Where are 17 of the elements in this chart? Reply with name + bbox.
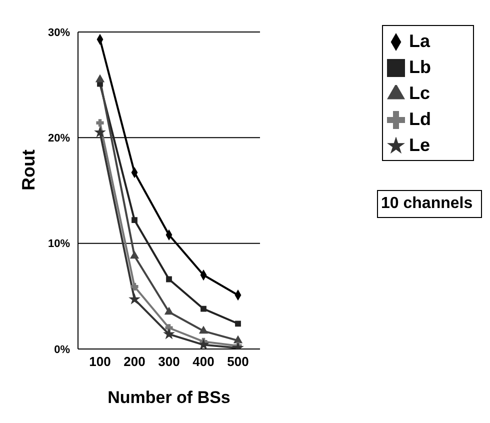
- x-tick-label: 500: [227, 354, 249, 370]
- x-tick-label: 100: [89, 354, 111, 370]
- legend-label: Le: [409, 135, 430, 155]
- legend-label: Ld: [409, 109, 431, 129]
- y-axis-title: Rout: [18, 150, 38, 190]
- legend-label: La: [409, 31, 430, 51]
- x-tick-label: 300: [158, 354, 180, 370]
- text: 10 channels: [377, 190, 482, 218]
- y-tick-label: 30%: [48, 26, 70, 39]
- y-tick-label: 10%: [48, 238, 70, 250]
- y-tick-label: 0%: [54, 344, 70, 356]
- legend-label: Lb: [409, 57, 431, 77]
- x-axis-title: Number of BSs: [108, 388, 230, 407]
- legend-label: Lc: [409, 83, 430, 103]
- y-tick-label: 20%: [48, 132, 70, 145]
- x-tick-label: 400: [192, 354, 214, 370]
- x-tick-label: 200: [124, 354, 146, 370]
